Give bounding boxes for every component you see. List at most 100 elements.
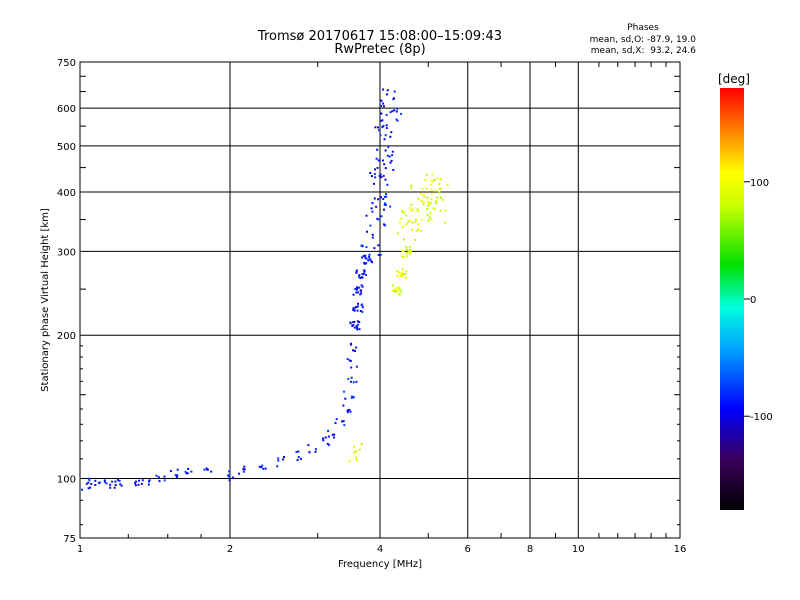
data-point xyxy=(360,443,363,445)
data-point xyxy=(405,255,408,258)
data-point xyxy=(374,126,377,129)
data-point xyxy=(353,309,356,312)
data-point xyxy=(355,346,358,349)
data-point xyxy=(322,437,325,440)
data-point xyxy=(384,134,387,137)
data-point xyxy=(350,396,353,399)
data-point xyxy=(261,464,264,467)
data-point xyxy=(376,217,379,220)
data-point xyxy=(348,359,351,362)
data-point xyxy=(377,159,380,162)
data-point xyxy=(370,175,373,178)
data-point xyxy=(277,459,280,462)
data-point xyxy=(402,255,405,258)
data-point xyxy=(357,291,359,294)
data-point xyxy=(416,208,419,211)
data-point xyxy=(410,184,413,187)
data-point xyxy=(420,200,423,202)
data-point xyxy=(352,396,355,399)
data-point xyxy=(438,183,441,186)
data-point xyxy=(428,216,431,219)
data-point xyxy=(242,470,245,473)
data-point xyxy=(394,288,397,291)
data-point xyxy=(409,209,412,212)
data-point xyxy=(342,404,345,407)
data-point xyxy=(355,450,358,453)
data-point xyxy=(385,124,388,127)
data-point xyxy=(368,255,371,258)
data-point xyxy=(369,224,372,227)
data-point xyxy=(314,448,317,451)
data-point xyxy=(414,239,417,241)
data-point xyxy=(277,457,280,460)
data-point xyxy=(376,148,379,151)
data-point xyxy=(391,154,394,157)
data-point xyxy=(385,193,387,196)
data-point xyxy=(382,88,385,91)
data-point xyxy=(396,270,399,273)
data-point xyxy=(243,465,246,468)
data-point xyxy=(119,483,122,486)
data-point xyxy=(422,201,425,204)
data-point xyxy=(408,207,411,210)
data-point xyxy=(87,487,90,490)
data-point xyxy=(361,256,364,259)
data-point xyxy=(354,450,356,453)
data-point xyxy=(421,187,424,190)
data-point xyxy=(405,270,408,273)
data-point xyxy=(176,468,179,471)
data-point xyxy=(353,320,356,323)
data-point xyxy=(386,183,389,186)
data-point xyxy=(368,257,371,260)
data-point xyxy=(398,288,401,291)
data-points xyxy=(81,88,449,491)
data-point xyxy=(382,105,385,108)
data-point xyxy=(353,326,356,329)
data-point xyxy=(384,178,387,181)
data-point xyxy=(359,277,362,279)
data-point xyxy=(428,202,431,205)
data-point xyxy=(401,255,404,258)
data-point xyxy=(384,224,387,227)
data-point xyxy=(314,450,317,453)
data-point xyxy=(117,479,119,481)
data-point xyxy=(369,172,372,174)
data-point xyxy=(346,411,349,414)
data-point xyxy=(355,288,358,291)
data-point xyxy=(398,293,401,296)
data-point xyxy=(433,178,436,181)
data-point xyxy=(374,176,377,179)
data-point xyxy=(103,480,106,483)
data-point xyxy=(328,444,331,447)
data-point xyxy=(382,198,385,200)
data-point xyxy=(403,238,406,241)
colorbar-label: [deg] xyxy=(718,72,750,86)
data-point xyxy=(358,286,361,289)
data-point xyxy=(432,207,435,210)
data-point xyxy=(415,218,418,221)
colorbar-tick-label: -100 xyxy=(750,412,773,423)
data-point xyxy=(430,201,432,204)
data-point xyxy=(385,114,388,116)
data-point xyxy=(365,246,368,249)
y-tick-label: 750 xyxy=(57,58,76,69)
data-point xyxy=(103,479,106,482)
y-tick-label: 75 xyxy=(63,534,76,545)
data-point xyxy=(297,456,300,459)
data-point xyxy=(134,484,137,487)
data-point xyxy=(379,253,382,256)
data-point xyxy=(361,276,364,279)
data-point xyxy=(175,476,178,478)
data-point xyxy=(87,481,90,484)
data-point xyxy=(400,272,403,275)
data-point xyxy=(352,321,355,324)
data-point xyxy=(331,433,334,436)
data-point xyxy=(352,324,355,326)
data-point xyxy=(383,163,386,166)
data-point xyxy=(355,269,358,272)
data-point xyxy=(140,482,143,485)
data-point xyxy=(350,342,353,345)
data-point xyxy=(361,311,364,313)
data-point xyxy=(386,89,389,92)
